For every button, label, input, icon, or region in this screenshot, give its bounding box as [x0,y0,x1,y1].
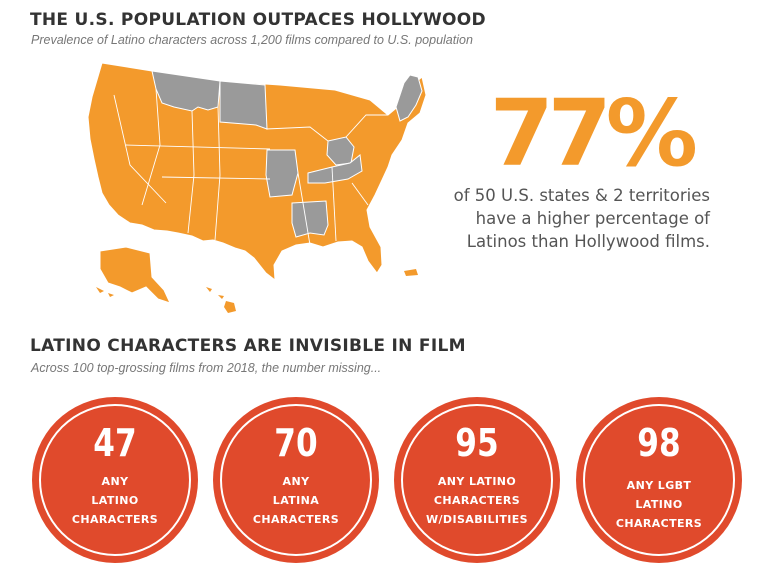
circle-label-line: LATINA [272,494,320,507]
circle-label-line: CHARACTERS [433,494,521,507]
circle-label: ANY LATINO CHARACTERS W/DISABILITIES [394,472,560,529]
circle-label-line: CHARACTERS [71,513,159,526]
circle-ring [583,404,735,556]
circle-label-line: CHARACTERS [615,517,703,530]
map-alaska [99,246,171,304]
map-puerto-rico [404,269,418,276]
circle-label-line: CHARACTERS [252,513,340,526]
stat-note-line: of 50 U.S. states & 2 territories [453,186,710,205]
stat-circle-latino: 47 ANY LATINO CHARACTERS [32,397,198,563]
map-contiguous-us [87,62,427,282]
circle-ring [220,404,372,556]
section1-subtitle: Prevalence of Latino characters across 1… [31,33,473,47]
circle-ring [39,404,191,556]
stat-circle-disabilities: 95 ANY LATINO CHARACTERS W/DISABILITIES [394,397,560,563]
section2-subtitle: Across 100 top-grossing films from 2018,… [31,361,382,375]
circle-label: ANY LGBT LATINO CHARACTERS [576,476,742,533]
map-state-kentucky-west-virginia [307,154,363,184]
circle-number: 70 [274,421,318,465]
stat-circle-lgbt: 98 ANY LGBT LATINO CHARACTERS [576,397,742,563]
circle-number: 47 [93,421,137,465]
stat-percentage: 77% [489,80,698,187]
map-state-new-england [395,74,423,122]
map-state-alabama-mississippi [291,200,329,238]
circle-label-line: W/DISABILITIES [425,513,529,526]
map-hawaii [206,287,236,313]
stat-note: of 50 U.S. states & 2 territories have a… [430,184,710,253]
circle-ring [401,404,553,556]
circle-label-line: ANY [101,475,129,488]
map-state-dakotas [219,80,268,130]
circle-label-line: ANY LGBT [626,479,692,492]
us-map [87,62,427,313]
section2-title: LATINO CHARACTERS ARE INVISIBLE IN FILM [30,336,466,356]
stat-circle-latina: 70 ANY LATINA CHARACTERS [213,397,379,563]
map-state-borders [113,88,388,246]
circle-label: ANY LATINA CHARACTERS [213,472,379,529]
stat-note-line: Latinos than Hollywood films. [466,232,710,251]
stat-note-line: have a higher percentage of [475,209,710,228]
map-alaska-islands [96,287,114,297]
circle-number: 98 [637,421,681,465]
map-state-missouri-arkansas [265,149,299,198]
map-state-montana-wyoming [151,70,221,112]
circle-label-line: ANY LATINO [437,475,517,488]
circle-label-line: LATINO [91,494,139,507]
circle-number: 95 [455,421,499,465]
circle-label: ANY LATINO CHARACTERS [32,472,198,529]
section1-title: THE U.S. POPULATION OUTPACES HOLLYWOOD [30,10,486,30]
circle-label-line: LATINO [635,498,683,511]
circle-label-line: ANY [282,475,310,488]
